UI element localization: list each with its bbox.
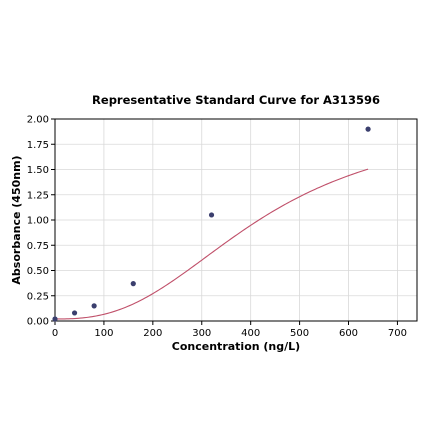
y-tick-label: 0.25 xyxy=(27,291,49,302)
x-tick-label: 0 xyxy=(52,328,58,339)
x-tick-label: 100 xyxy=(94,328,113,339)
x-axis-label: Concentration (ng/L) xyxy=(172,340,300,353)
data-point xyxy=(91,303,97,309)
y-tick-label: 0.50 xyxy=(27,266,49,277)
x-tick-label: 700 xyxy=(388,328,407,339)
y-tick-label: 0.75 xyxy=(27,241,49,252)
grid xyxy=(54,118,417,322)
data-point xyxy=(52,316,58,322)
y-tick-label: 1.50 xyxy=(27,165,49,176)
y-axis-label: Absorbance (450nm) xyxy=(10,155,23,284)
y-tick-label: 1.25 xyxy=(27,190,49,201)
y-tick-label: 1.00 xyxy=(27,216,49,227)
x-tick-label: 600 xyxy=(339,328,358,339)
x-tick-label: 300 xyxy=(192,328,211,339)
y-axis: 0.00 0.25 0.50 0.75 1.00 1.25 1.50 1.75 2.00 xyxy=(27,115,55,328)
fit-curve-line xyxy=(55,168,369,320)
data-point xyxy=(365,126,371,132)
x-tick-label: 200 xyxy=(143,328,162,339)
data-points xyxy=(52,126,371,322)
y-tick-label: 0.00 xyxy=(27,317,49,328)
y-tick-label: 1.75 xyxy=(27,140,49,151)
y-tick-label: 2.00 xyxy=(27,115,49,126)
data-point xyxy=(130,281,136,287)
chart-title: Representative Standard Curve for A31359… xyxy=(92,93,380,107)
x-tick-label: 400 xyxy=(241,328,260,339)
x-tick-label: 500 xyxy=(290,328,309,339)
x-axis: 0 100 200 300 400 500 600 700 xyxy=(52,321,407,339)
data-point xyxy=(208,212,215,218)
data-point xyxy=(71,310,78,316)
